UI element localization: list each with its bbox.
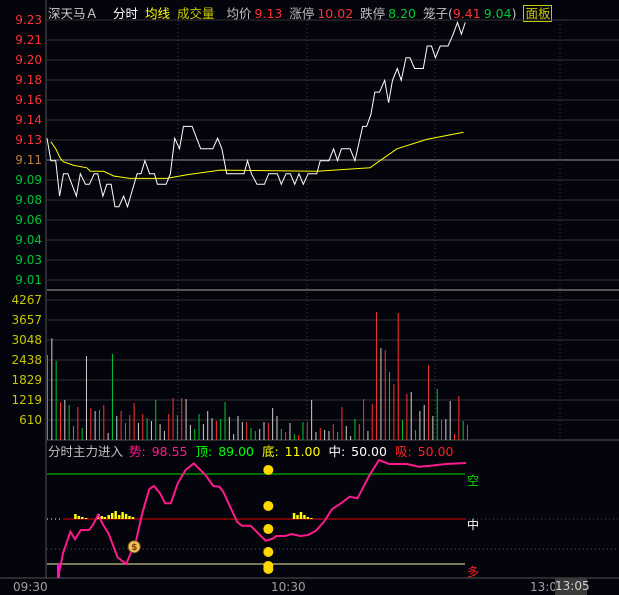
price-axis-label: 9.21 — [15, 33, 42, 47]
volume-axis-label: 3048 — [11, 333, 42, 347]
panel-button[interactable]: 面板 — [523, 5, 553, 22]
cage-close: ) — [511, 6, 517, 21]
indicator-side-label: 中 — [467, 517, 479, 532]
volume-toggle[interactable]: 成交量 — [177, 6, 215, 21]
signal-bar — [303, 515, 306, 519]
time-axis-label: 13:0 — [530, 580, 557, 594]
money-bag-icon-symbol: $ — [131, 543, 137, 553]
cage-low: 9.04 — [483, 6, 512, 21]
signal-bar — [107, 515, 110, 519]
price-axis-label: 9.04 — [15, 233, 42, 247]
price-axis-label: 9.20 — [15, 53, 42, 67]
limit-down-value: 8.20 — [388, 6, 416, 21]
signal-bar — [81, 517, 84, 519]
signal-bar — [121, 512, 124, 519]
price-axis-label: 9.09 — [15, 173, 42, 187]
cursor-time-label: 13:05 — [555, 578, 590, 595]
trend-value: 98.55 — [151, 444, 188, 459]
price-axis-label: 9.11 — [15, 153, 42, 167]
signal-bar — [103, 517, 107, 519]
signal-bar — [100, 516, 104, 519]
signal-bar — [306, 517, 310, 519]
cage-high: 9.41 — [452, 6, 481, 21]
top-label: 顶: — [195, 444, 213, 459]
money-bag-icon — [127, 540, 141, 554]
signal-dot — [263, 524, 274, 535]
mid-label: 中: — [328, 444, 346, 459]
indicator-side-label: 多 — [467, 565, 479, 579]
price-axis-label: 9.01 — [15, 273, 42, 287]
indicator-line — [57, 458, 467, 577]
signal-bar — [117, 515, 121, 519]
cage-label: 笼子( — [422, 6, 453, 21]
signal-bar — [299, 512, 303, 519]
volume-axis-label: 2438 — [11, 353, 42, 367]
signal-dot — [263, 464, 274, 475]
signal-bar — [114, 511, 117, 519]
avg-line-toggle[interactable]: 均线 — [145, 6, 171, 21]
signal-bar — [296, 515, 299, 519]
limit-up-label: 涨停 — [289, 6, 315, 21]
signal-bar — [292, 513, 296, 519]
volume-axis-label: 1219 — [11, 393, 42, 407]
indicator-title[interactable]: 分时主力进入 — [48, 444, 124, 459]
chart-header: 深天马Ａ 分时 均线 成交量 均价 9.13 涨停 10.02 跌停 8.20 笼子(… — [48, 3, 555, 22]
avg-price-label: 均价 — [226, 6, 252, 21]
time-axis-label: 09:30 — [13, 580, 48, 594]
price-axis-label: 9.14 — [15, 113, 42, 127]
mode-label[interactable]: 分时 — [113, 6, 139, 21]
signal-bar — [84, 518, 88, 519]
signal-bar — [128, 516, 131, 519]
price-line — [46, 20, 466, 209]
top-value: 89.00 — [218, 444, 254, 459]
volume-axis-label: 4267 — [11, 293, 42, 307]
signal-bar — [74, 514, 77, 519]
signal-bar — [110, 513, 114, 519]
price-axis-label: 9.03 — [15, 253, 42, 267]
absorb-label: 吸: — [394, 444, 412, 459]
avg-price-line — [50, 131, 464, 179]
signal-bar — [77, 516, 81, 519]
signal-bar — [131, 517, 135, 519]
price-axis-label: 9.08 — [15, 193, 42, 207]
trend-label: 势: — [129, 444, 146, 459]
volume-axis-label: 1829 — [11, 373, 42, 387]
volume-axis-label: 3657 — [11, 313, 42, 327]
price-axis-label: 9.16 — [15, 93, 42, 107]
volume-axis-label: 610 — [19, 413, 42, 427]
price-axis-label: 9.23 — [15, 13, 42, 27]
limit-down-label: 跌停 — [360, 6, 386, 21]
mid-value: 50.00 — [351, 444, 387, 459]
time-axis-label: 10:30 — [271, 580, 306, 594]
price-axis-label: 9.18 — [15, 73, 42, 87]
signal-dot — [263, 547, 274, 558]
stock-name[interactable]: 深天马Ａ — [48, 6, 99, 21]
price-axis-label: 9.13 — [15, 133, 42, 147]
indicator-header: 分时主力进入 势: 98.55 顶: 89.00 底: 11.00 中: 50.… — [48, 441, 457, 460]
limit-up-value: 10.02 — [317, 6, 354, 21]
absorb-value: 50.00 — [417, 444, 454, 459]
signal-bar — [124, 514, 128, 519]
bottom-label: 底: — [261, 444, 279, 459]
signal-dot — [263, 563, 274, 574]
price-axis-label: 9.06 — [15, 213, 42, 227]
signal-bar — [310, 518, 313, 519]
signal-dot — [263, 500, 274, 511]
bottom-value: 11.00 — [284, 444, 321, 459]
avg-price-value: 9.13 — [254, 6, 283, 21]
indicator-side-label: 空 — [467, 474, 479, 488]
